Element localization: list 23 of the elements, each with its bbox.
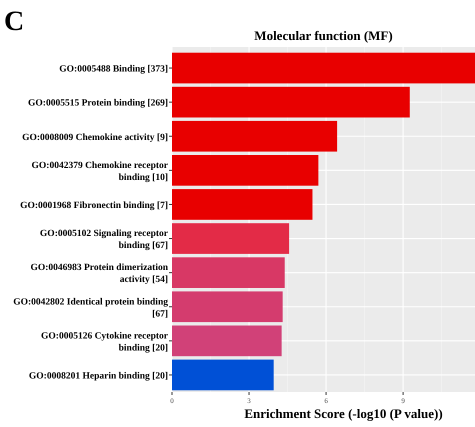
y-tick-label: GO:0008009 Chemokine activity [9]: [22, 132, 168, 143]
y-tick-label: GO:0042379 Chemokine receptor binding [10]: [32, 160, 169, 183]
bar: [172, 257, 285, 288]
y-tick-label: GO:0042802 Identical protein binding [67]: [13, 297, 168, 320]
bar: [172, 52, 475, 84]
x-axis-title: Enrichment Score (-log10 (P value)): [244, 406, 443, 421]
y-tick-label: GO:0005488 Binding [373]: [59, 64, 168, 75]
y-tick-label: GO:0046983 Protein dimerization activity [54]: [30, 263, 169, 286]
y-tick-label: GO:0001968 Fibronectin binding [7]: [20, 200, 168, 211]
bar: [172, 120, 338, 152]
bar: [172, 155, 318, 186]
y-tick-label: GO:0005102 Signaling receptor binding [67]: [40, 229, 169, 252]
bar: [172, 223, 290, 254]
y-tick-label: GO:0008201 Heparin binding [20]: [28, 371, 168, 382]
bar: [172, 189, 312, 220]
y-tick-label: GO:0005126 Cytokine receptor binding [20]: [41, 331, 169, 354]
bar: [172, 360, 274, 390]
bar: [172, 326, 282, 356]
text: C: [4, 6, 24, 37]
bar: [172, 291, 283, 322]
bar: [172, 86, 410, 118]
y-tick-label: GO:0005515 Protein binding [269]: [28, 98, 168, 109]
chart-title: Molecular function (MF): [254, 28, 393, 43]
